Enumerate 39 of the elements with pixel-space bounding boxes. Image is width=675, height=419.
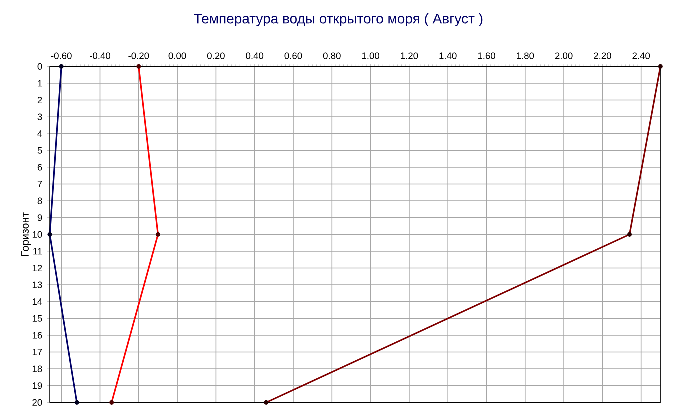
y-tick-label: 8 (38, 198, 42, 204)
y-tick-label: 1 (38, 80, 42, 87)
x-tick-label: 0.40 (246, 52, 264, 60)
y-axis-title: Горизонт (22, 212, 32, 256)
chart-title: Температура воды открытого моря ( Август ) (194, 13, 483, 27)
y-tick-label: 13 (32, 282, 42, 288)
y-tick-label: 14 (32, 298, 42, 306)
y-tick-label: 11 (34, 248, 42, 255)
y-tick-label: 3 (38, 114, 42, 120)
x-tick-label: -0.20 (128, 52, 150, 60)
y-tick-label: 10 (32, 231, 42, 238)
x-tick-label: 2.00 (555, 52, 573, 60)
x-tick-label: 1.40 (440, 52, 457, 60)
x-tick-label: 0.80 (323, 52, 341, 60)
x-tick-label: 1.80 (517, 52, 534, 60)
y-tick-label: 16 (32, 332, 42, 339)
x-tick-label: 2.40 (632, 52, 650, 60)
y-tick-label: 7 (38, 181, 42, 188)
x-tick-label: -0.40 (90, 52, 111, 60)
y-tick-label: 6 (38, 164, 42, 171)
y-tick-label: 9 (38, 214, 42, 222)
x-tick-label: -0.60 (51, 52, 72, 60)
y-tick-label: 20 (32, 399, 42, 406)
y-tick-label: 19 (32, 382, 42, 390)
y-tick-label: 2 (38, 97, 42, 104)
x-tick-label: 1.00 (362, 52, 380, 60)
x-tick-label: 0.00 (168, 52, 186, 60)
y-tick-label: 4 (38, 130, 42, 138)
y-tick-label: 15 (32, 315, 42, 322)
y-tick-label: 12 (32, 265, 42, 272)
y-tick-label: 5 (38, 147, 42, 154)
x-tick-label: 1.20 (401, 52, 418, 60)
y-tick-label: 18 (32, 366, 42, 372)
x-tick-label: 0.60 (284, 52, 302, 60)
y-tick-label: 0 (38, 63, 42, 70)
x-tick-label: 1.60 (478, 52, 496, 60)
x-tick-label: 2.20 (594, 52, 612, 60)
x-tick-label: 0.20 (207, 52, 225, 60)
y-tick-label: 17 (32, 349, 42, 356)
